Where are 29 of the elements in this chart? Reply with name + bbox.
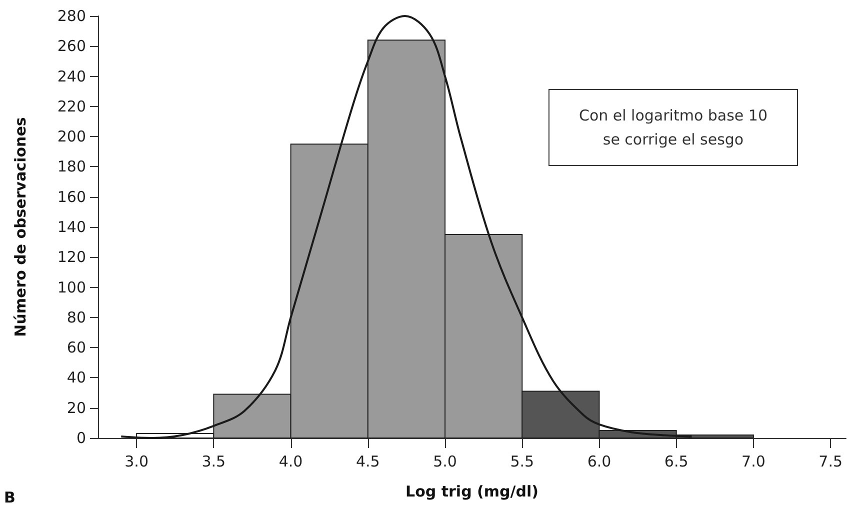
x-tick-label: 3.0 (124, 452, 148, 470)
x-tick-label: 7.0 (742, 452, 766, 470)
x-tick-label: 5.0 (433, 452, 457, 470)
x-tick-label: 6.5 (664, 452, 688, 470)
y-tick-label: 200 (57, 128, 86, 146)
x-tick-label: 4.0 (278, 452, 303, 470)
x-axis-title: Log trig (mg/dl) (406, 482, 538, 500)
y-tick-label: 140 (57, 218, 86, 236)
y-tick-label: 180 (57, 158, 86, 176)
x-tick-label: 6.0 (587, 452, 612, 470)
y-tick-label: 160 (57, 188, 86, 206)
y-tick-label: 20 (66, 398, 86, 417)
y-tick-label: 220 (57, 97, 86, 116)
x-tick-label: 7.5 (818, 452, 843, 470)
y-axis-title: Número de observaciones (12, 117, 30, 337)
y-tick-label: 240 (57, 67, 86, 86)
x-tick-label: 3.5 (202, 452, 226, 470)
y-tick-label: 100 (57, 278, 86, 296)
y-tick-label: 260 (57, 37, 86, 56)
y-tick-label: 120 (57, 248, 86, 266)
x-tick-label: 4.5 (356, 452, 380, 470)
y-tick-label: 280 (57, 7, 86, 25)
y-tick-label: 80 (66, 308, 86, 326)
y-tick-label: 60 (66, 338, 86, 357)
annotation: Con el logaritmo base 10 se corrige el sesgo (578, 106, 768, 148)
text: B (4, 488, 16, 506)
x-tick-label: 5.5 (510, 452, 534, 470)
y-tick-label: 0 (76, 429, 86, 447)
y-tick-label: 40 (66, 368, 86, 387)
